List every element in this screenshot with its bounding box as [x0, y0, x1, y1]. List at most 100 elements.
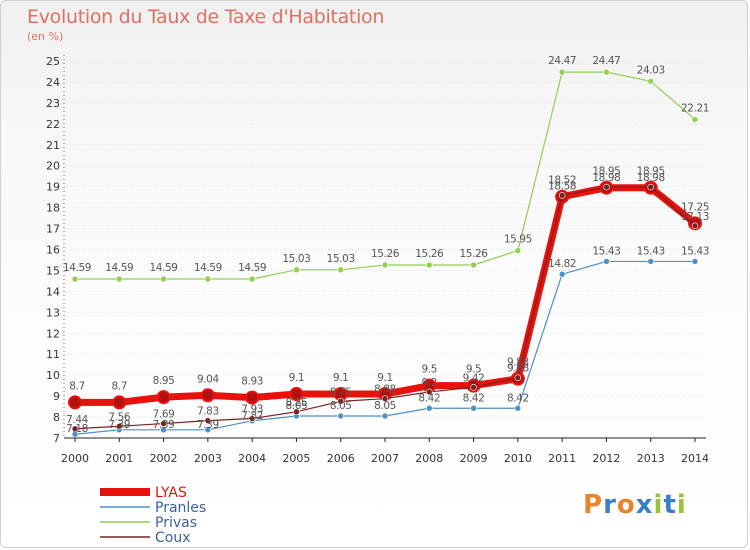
point-pranles [691, 258, 699, 265]
x-tick-label: 2009 [460, 452, 488, 465]
data-label-pranles: 8.42 [418, 392, 440, 404]
point-privas [425, 261, 433, 269]
point-privas [204, 275, 212, 283]
point-privas [115, 275, 123, 283]
x-tick-label: 2003 [194, 452, 222, 465]
y-tick-label: 12 [46, 327, 60, 340]
point-pranles [558, 270, 566, 278]
data-label-lyas: 9.1 [377, 372, 393, 384]
data-label-privas: 24.47 [592, 55, 620, 67]
axis-layer: 7 8 9 10 11 12 13 14 15 16 17 18 19 20 21 22 23 24 25 2000 2… [46, 55, 709, 465]
x-tick-label: 2004 [238, 452, 266, 465]
point-coux [470, 384, 477, 391]
point-coux [115, 422, 123, 430]
data-label-privas: 24.47 [548, 55, 576, 67]
data-label-pranles: 15.43 [592, 245, 620, 257]
data-label-lyas: 18.52 [548, 175, 576, 187]
data-label-coux: 7.83 [197, 406, 219, 418]
point-pranles [381, 412, 389, 420]
y-tick-label: 22 [46, 118, 60, 131]
series-layer [68, 68, 702, 438]
x-tick-label: 2002 [150, 452, 178, 465]
data-label-lyas: 9.5 [422, 364, 438, 376]
point-pranles [647, 258, 655, 265]
data-label-lyas: 9.1 [289, 372, 305, 384]
data-label-lyas: 8.7 [69, 380, 85, 392]
logo-letter: r [603, 490, 617, 520]
logo-letter: o [616, 490, 636, 520]
point-privas [470, 261, 477, 269]
point-privas [160, 275, 167, 283]
point-coux [647, 183, 655, 191]
data-label-pranles: 7.39 [108, 419, 130, 431]
data-label-lyas: 18.95 [637, 166, 665, 178]
data-label-coux: 8.75 [330, 386, 352, 398]
data-label-pranles: 8.05 [286, 400, 308, 412]
data-label-coux: 18.58 [548, 180, 576, 192]
data-label-pranles: 8.42 [507, 392, 529, 404]
point-coux [71, 425, 79, 433]
point-coux [248, 415, 256, 422]
data-label-lyas: 8.95 [153, 375, 175, 387]
point-coux [381, 395, 389, 402]
legend-label-coux: Coux [155, 530, 191, 546]
data-label-lyas: 8.7 [112, 380, 128, 392]
data-label-pranles: 8.05 [374, 400, 396, 412]
point-privas [558, 68, 566, 76]
y-tick-label: 13 [46, 306, 60, 319]
x-tick-label: 2011 [548, 452, 576, 465]
point-coux [691, 222, 699, 230]
data-label-coux: 7.69 [153, 409, 175, 421]
proxiti-logo: Proxiti [583, 490, 687, 520]
point-privas [691, 116, 699, 123]
data-label-coux: 18.98 [637, 172, 665, 184]
point-lyas [289, 387, 304, 402]
data-label-privas: 15.03 [327, 253, 355, 265]
y-tick-label: 15 [46, 264, 60, 277]
point-lyas [245, 390, 260, 405]
y-tick-label: 21 [46, 139, 60, 152]
data-label-privas: 14.59 [105, 262, 133, 274]
data-label-privas: 15.26 [371, 248, 400, 260]
x-tick-label: 2005 [282, 452, 310, 465]
data-label-coux: 9.42 [463, 372, 485, 384]
data-label-pranles: 8.42 [463, 392, 485, 404]
y-tick-label: 8 [53, 411, 60, 424]
data-label-coux: 7.44 [66, 414, 88, 426]
point-coux [425, 388, 433, 396]
series-line-lyas [75, 184, 698, 406]
data-label-privas: 14.59 [150, 262, 178, 274]
data-label-privas: 14.59 [194, 262, 222, 274]
y-tick-label: 25 [46, 55, 60, 68]
point-privas [248, 275, 256, 283]
data-label-privas: 15.03 [282, 253, 310, 265]
y-tick-label: 10 [46, 369, 60, 382]
y-tick-label: 14 [46, 285, 60, 298]
y-tick-label: 24 [46, 76, 60, 89]
point-pranles [204, 426, 212, 434]
logo-letter: i [676, 490, 687, 520]
point-privas [293, 266, 300, 274]
logo-letter: P [583, 490, 604, 520]
y-tick-label: 20 [46, 160, 60, 173]
y-tick-label: 9 [53, 390, 60, 403]
y-tick-label: 23 [46, 97, 60, 110]
data-label-privas: 24.03 [637, 64, 665, 76]
point-privas [514, 247, 522, 254]
point-coux [514, 374, 522, 381]
data-label-lyas: 9.83 [507, 357, 529, 369]
x-tick-label: 2006 [327, 452, 355, 465]
data-label-coux: 9.88 [507, 363, 529, 375]
data-label-coux: 18.98 [592, 172, 620, 184]
y-tick-label: 18 [46, 202, 60, 215]
y-tick-label: 7 [53, 432, 60, 445]
data-label-privas: 14.59 [238, 262, 266, 274]
point-privas [381, 261, 389, 269]
legend-label-privas: Privas [155, 515, 197, 531]
logo-letter: t [663, 490, 677, 520]
data-label-privas: 15.26 [460, 248, 489, 260]
data-label-privas: 22.21 [681, 102, 709, 114]
data-label-coux: 8.25 [286, 397, 308, 409]
